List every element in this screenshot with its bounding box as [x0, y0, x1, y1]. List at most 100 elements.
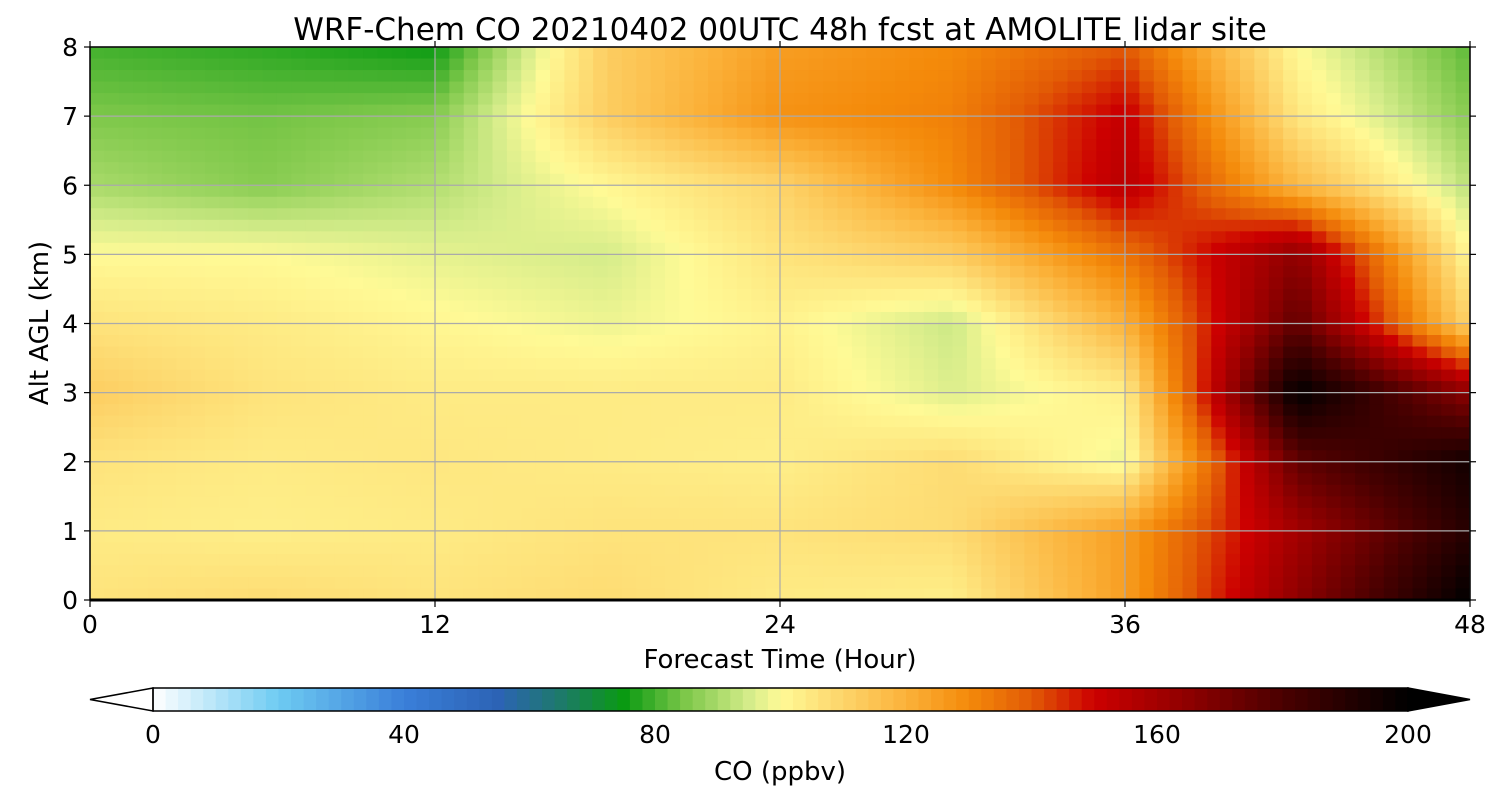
heatmap-cell [1297, 358, 1313, 371]
heatmap-cell [1441, 70, 1457, 83]
heatmap-cell [665, 496, 680, 509]
heatmap-cell [1182, 208, 1198, 221]
heatmap-cell [923, 162, 939, 175]
heatmap-cell [1010, 473, 1025, 486]
heatmap-cell [636, 116, 652, 129]
heatmap-cell [851, 381, 867, 394]
heatmap-cell [593, 104, 609, 117]
heatmap-cell [1196, 335, 1212, 348]
heatmap-cell [406, 404, 422, 417]
heatmap-cell [176, 127, 192, 140]
heatmap-cell [923, 127, 939, 140]
heatmap-cell [808, 104, 824, 117]
heatmap-cell [837, 369, 853, 382]
heatmap-cell [578, 588, 594, 600]
heatmap-cell [1283, 392, 1299, 405]
heatmap-cell [895, 104, 910, 117]
heatmap-cell [837, 358, 853, 371]
heatmap-cell [1110, 162, 1126, 175]
heatmap-cell [593, 231, 609, 244]
heatmap-cell [636, 162, 652, 175]
heatmap-cell [478, 392, 494, 405]
heatmap-cell [1311, 300, 1327, 313]
heatmap-cell [262, 277, 278, 290]
colorbar [89, 687, 1471, 712]
heatmap-cell [1283, 47, 1299, 60]
heatmap-cell [780, 346, 795, 359]
heatmap-cell [607, 58, 623, 71]
heatmap-cell [780, 277, 795, 290]
heatmap-cell [535, 392, 551, 405]
heatmap-cell [1024, 335, 1040, 348]
heatmap-cell [435, 219, 450, 232]
colorbar-segment [1257, 688, 1271, 711]
heatmap-cell [736, 473, 752, 486]
heatmap-cell [276, 438, 292, 451]
heatmap-cell [981, 196, 997, 209]
heatmap-cell [1340, 127, 1356, 140]
heatmap-cell [866, 139, 882, 152]
heatmap-cell [363, 196, 379, 209]
heatmap-cell [478, 127, 494, 140]
heatmap-cell [1398, 530, 1414, 543]
heatmap-cell [377, 484, 393, 497]
heatmap-cell [1254, 461, 1270, 474]
heatmap-cell [1355, 392, 1370, 405]
heatmap-cell [1053, 335, 1069, 348]
heatmap-cell [1139, 139, 1155, 152]
heatmap-cell [233, 415, 249, 428]
heatmap-cell [435, 47, 450, 60]
heatmap-cell [1254, 427, 1270, 440]
heatmap-cell [564, 473, 580, 486]
heatmap-cell [391, 496, 407, 509]
heatmap-cell [895, 392, 910, 405]
heatmap-cell [1211, 231, 1227, 244]
heatmap-cell [391, 288, 407, 302]
heatmap-cell [981, 277, 997, 290]
heatmap-cell [478, 381, 494, 394]
heatmap-cell [650, 231, 666, 244]
heatmap-cell [320, 231, 335, 244]
heatmap-cell [751, 70, 767, 83]
heatmap-cell [1240, 507, 1255, 520]
heatmap-cell [736, 519, 752, 532]
heatmap-cell [506, 127, 522, 140]
heatmap-cell [923, 519, 939, 532]
heatmap-cell [449, 93, 465, 106]
heatmap-cell [1355, 208, 1370, 221]
heatmap-cell [1038, 438, 1054, 451]
heatmap-cell [147, 162, 163, 175]
heatmap-cell [1326, 93, 1342, 106]
heatmap-cell [205, 588, 220, 600]
x-tick-label: 0 [82, 610, 98, 639]
colorbar-segment [1269, 688, 1283, 711]
heatmap-cell [1268, 104, 1284, 117]
heatmap-cell [1168, 346, 1184, 359]
heatmap-cell [435, 173, 450, 186]
heatmap-cell [966, 450, 982, 463]
heatmap-cell [190, 404, 206, 417]
heatmap-cell [1426, 242, 1442, 255]
heatmap-cell [205, 519, 220, 532]
heatmap-cell [1369, 288, 1385, 302]
heatmap-cell [780, 369, 795, 382]
heatmap-cell [248, 415, 264, 428]
heatmap-cell [895, 576, 910, 590]
heatmap-cell [1240, 588, 1255, 600]
heatmap-cell [1125, 542, 1140, 555]
heatmap-cell [621, 254, 637, 267]
heatmap-cell [262, 185, 278, 198]
colorbar-segment [429, 688, 443, 711]
heatmap-cell [161, 162, 177, 175]
heatmap-cell [966, 288, 982, 302]
heatmap-cell [765, 277, 781, 290]
heatmap-cell [564, 415, 580, 428]
colorbar-segment [203, 688, 217, 711]
heatmap-cell [1110, 196, 1126, 209]
heatmap-cell [190, 150, 206, 163]
heatmap-cell [1081, 47, 1097, 60]
heatmap-cell [1426, 323, 1442, 336]
heatmap-cell [377, 70, 393, 83]
heatmap-cell [1038, 231, 1054, 244]
